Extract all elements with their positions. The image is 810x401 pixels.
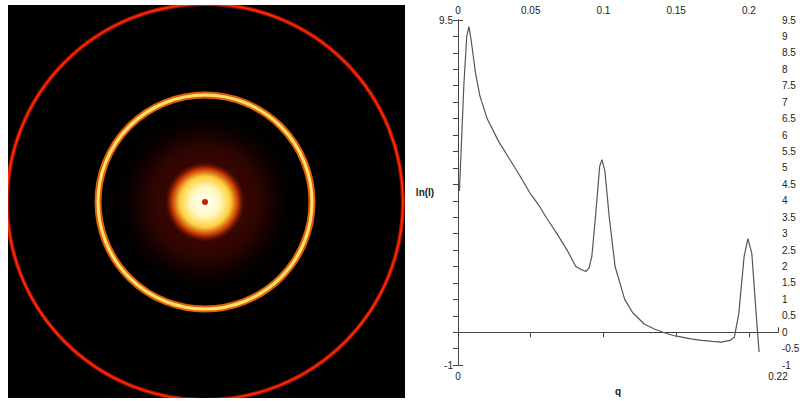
svg-text:q: q [615, 386, 621, 397]
svg-text:ln(I): ln(I) [416, 187, 434, 198]
svg-text:0.1: 0.1 [597, 5, 611, 16]
svg-text:8.5: 8.5 [782, 47, 796, 58]
svg-text:-1: -1 [444, 360, 453, 371]
svg-text:7.5: 7.5 [782, 80, 796, 91]
svg-text:5: 5 [782, 162, 788, 173]
svg-text:1.5: 1.5 [782, 277, 796, 288]
svg-text:0.15: 0.15 [666, 5, 686, 16]
svg-text:5.5: 5.5 [782, 146, 796, 157]
svg-text:7: 7 [782, 97, 788, 108]
svg-text:-1: -1 [782, 360, 791, 371]
svg-text:8: 8 [782, 64, 788, 75]
svg-text:6.5: 6.5 [782, 113, 796, 124]
svg-text:4.5: 4.5 [782, 179, 796, 190]
svg-text:0.22: 0.22 [768, 371, 788, 382]
svg-text:2.5: 2.5 [782, 245, 796, 256]
svg-text:1: 1 [782, 294, 788, 305]
svg-text:4: 4 [782, 195, 788, 206]
svg-text:9.5: 9.5 [439, 15, 453, 26]
svg-text:9.5: 9.5 [782, 15, 796, 26]
svg-text:0: 0 [455, 5, 461, 16]
svg-text:0: 0 [455, 371, 461, 382]
svg-text:6: 6 [782, 130, 788, 141]
svg-text:0.05: 0.05 [521, 5, 541, 16]
svg-text:-0.5: -0.5 [782, 343, 800, 354]
svg-text:2: 2 [782, 261, 788, 272]
svg-text:0: 0 [782, 327, 788, 338]
svg-text:0.2: 0.2 [742, 5, 756, 16]
svg-text:3.5: 3.5 [782, 212, 796, 223]
svg-text:3: 3 [782, 228, 788, 239]
svg-text:9: 9 [782, 31, 788, 42]
svg-text:0.5: 0.5 [782, 310, 796, 321]
